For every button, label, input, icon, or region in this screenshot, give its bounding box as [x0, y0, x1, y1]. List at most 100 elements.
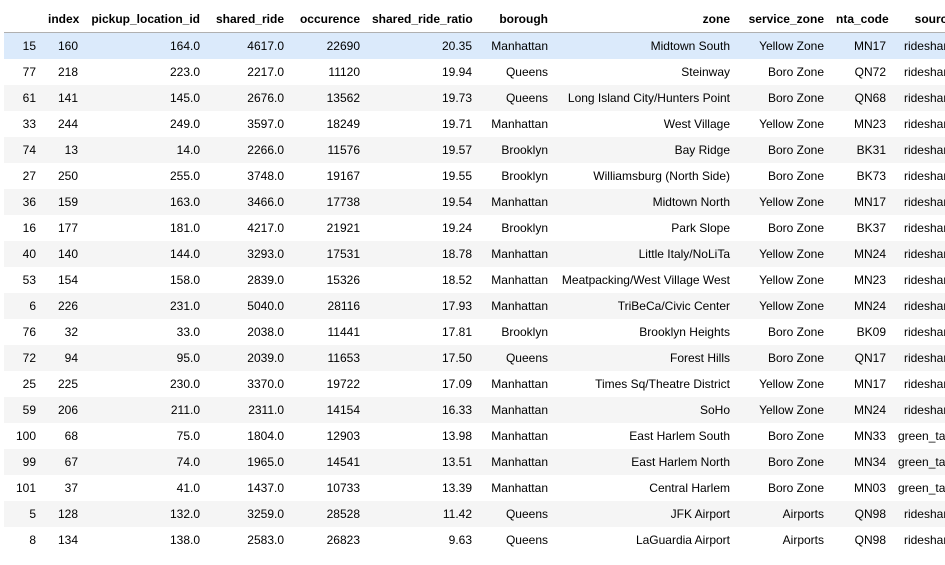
- cell-source: green_taxi: [898, 429, 945, 443]
- cell-occurence: 14541: [326, 455, 360, 469]
- cell-shared-ride: 2311.0: [248, 403, 284, 417]
- cell-borough: Manhattan: [491, 377, 548, 391]
- cell-shared-ride-ratio: 19.54: [441, 195, 472, 209]
- cell-zone: Little Italy/NoLiTa: [638, 247, 730, 261]
- cell-zone: TriBeCa/Civic Center: [617, 299, 730, 313]
- cell-shared-ride-ratio: 18.78: [441, 247, 472, 261]
- cell-zone: West Village: [663, 117, 730, 131]
- cell-pickup-location-id: 223.0: [169, 65, 200, 79]
- cell-zone: Bay Ridge: [674, 143, 730, 157]
- cell-shared-ride: 4617.0: [247, 39, 284, 53]
- cell-occurence: 14154: [326, 403, 360, 417]
- cell-index: 32: [64, 325, 78, 339]
- cell-service-zone: Yellow Zone: [759, 39, 824, 53]
- cell-shared-ride: 1437.0: [247, 481, 284, 495]
- cell-borough: Brooklyn: [501, 143, 548, 157]
- row-index-cell: 27: [22, 169, 36, 183]
- cell-pickup-location-id: 145.0: [169, 91, 200, 105]
- cell-index: 206: [57, 403, 78, 417]
- cell-zone: LaGuardia Airport: [635, 533, 730, 547]
- cell-zone: East Harlem South: [629, 429, 730, 443]
- column-header-borough: borough: [478, 6, 554, 33]
- row-index-cell: 15: [22, 39, 36, 53]
- cell-shared-ride-ratio: 13.39: [441, 481, 472, 495]
- cell-source: rideshare: [903, 273, 945, 287]
- row-index-cell: 100: [15, 429, 36, 443]
- cell-nta-code: MN24: [853, 403, 886, 417]
- cell-nta-code: MN33: [853, 429, 886, 443]
- row-index-cell: 101: [15, 481, 36, 495]
- cell-borough: Manhattan: [491, 429, 548, 443]
- cell-pickup-location-id: 138.0: [169, 533, 200, 547]
- cell-borough: Brooklyn: [501, 325, 548, 339]
- cell-nta-code: QN98: [854, 533, 886, 547]
- cell-service-zone: Yellow Zone: [759, 403, 824, 417]
- cell-index: 134: [57, 533, 78, 547]
- cell-index: 250: [57, 169, 78, 183]
- cell-occurence: 28528: [326, 507, 360, 521]
- cell-borough: Brooklyn: [501, 221, 548, 235]
- cell-shared-ride-ratio: 11.42: [442, 507, 472, 521]
- table-row: 33 244 249.0 3597.0 18249 19.71 Manhattan West …: [4, 111, 945, 137]
- cell-source: rideshare: [903, 507, 945, 521]
- table-row: 74 13 14.0 2266.0 11576 19.57 Brooklyn Bay Ridg…: [4, 137, 945, 163]
- cell-pickup-location-id: 158.0: [169, 273, 200, 287]
- cell-nta-code: QN98: [854, 507, 886, 521]
- cell-nta-code: MN17: [853, 377, 886, 391]
- cell-shared-ride: 2676.0: [247, 91, 284, 105]
- cell-zone: Park Slope: [671, 221, 730, 235]
- table-header: index pickup_location_id shared_ride occure…: [4, 6, 945, 33]
- cell-source: green_taxi: [898, 481, 945, 495]
- cell-source: rideshare: [903, 403, 945, 417]
- cell-occurence: 19722: [326, 377, 360, 391]
- row-index-cell: 16: [22, 221, 36, 235]
- cell-source: rideshare: [903, 65, 945, 79]
- cell-shared-ride: 2039.0: [247, 351, 284, 365]
- cell-source: rideshare: [903, 143, 945, 157]
- column-header-source: source: [892, 6, 945, 33]
- cell-pickup-location-id: 230.0: [169, 377, 200, 391]
- cell-shared-ride-ratio: 19.94: [441, 65, 472, 79]
- cell-service-zone: Yellow Zone: [759, 377, 824, 391]
- cell-source: rideshare: [903, 91, 945, 105]
- cell-zone: Midtown North: [652, 195, 730, 209]
- table-row: 16 177 181.0 4217.0 21921 19.24 Brooklyn Park S…: [4, 215, 945, 241]
- cell-pickup-location-id: 144.0: [169, 247, 200, 261]
- cell-shared-ride: 2266.0: [247, 143, 284, 157]
- cell-zone: Meatpacking/West Village West: [561, 273, 730, 287]
- table-row: 59 206 211.0 2311.0 14154 16.33 Manhattan SoHo Y…: [4, 397, 945, 423]
- cell-borough: Queens: [505, 351, 548, 365]
- cell-pickup-location-id: 181.0: [169, 221, 200, 235]
- table-body: 15 160 164.0 4617.0 22690 20.35 Manhattan Midto…: [4, 32, 945, 554]
- table-row: 72 94 95.0 2039.0 11653 17.50 Queens Forest Hil…: [4, 345, 945, 371]
- cell-index: 160: [57, 39, 78, 53]
- table-row: 5 128 132.0 3259.0 28528 11.42 Queens JFK Airpo…: [4, 501, 945, 527]
- cell-service-zone: Yellow Zone: [759, 195, 824, 209]
- row-index-cell: 36: [22, 195, 36, 209]
- table-row: 76 32 33.0 2038.0 11441 17.81 Brooklyn Brooklyn…: [4, 319, 945, 345]
- cell-pickup-location-id: 164.0: [169, 39, 200, 53]
- cell-index: 37: [64, 481, 78, 495]
- column-header-row-index: [4, 6, 42, 33]
- cell-nta-code: MN34: [853, 455, 886, 469]
- cell-shared-ride-ratio: 13.98: [441, 429, 472, 443]
- cell-index: 154: [57, 273, 78, 287]
- cell-pickup-location-id: 33.0: [176, 325, 200, 339]
- cell-shared-ride: 4217.0: [247, 221, 284, 235]
- cell-source: rideshare: [903, 195, 945, 209]
- cell-source: rideshare: [903, 299, 945, 313]
- cell-service-zone: Boro Zone: [767, 169, 824, 183]
- cell-nta-code: QN17: [854, 351, 886, 365]
- cell-shared-ride-ratio: 17.50: [441, 351, 472, 365]
- cell-pickup-location-id: 211.0: [170, 403, 200, 417]
- cell-shared-ride-ratio: 17.81: [441, 325, 472, 339]
- table-row: 36 159 163.0 3466.0 17738 19.54 Manhattan Midto…: [4, 189, 945, 215]
- table-row: 77 218 223.0 2217.0 11120 19.94 Queens Steinway…: [4, 59, 945, 85]
- row-index-cell: 99: [22, 455, 36, 469]
- cell-index: 159: [57, 195, 78, 209]
- cell-source: rideshare: [903, 377, 945, 391]
- cell-service-zone: Yellow Zone: [759, 247, 824, 261]
- cell-nta-code: QN72: [854, 65, 886, 79]
- cell-index: 244: [57, 117, 78, 131]
- cell-source: rideshare: [903, 117, 945, 131]
